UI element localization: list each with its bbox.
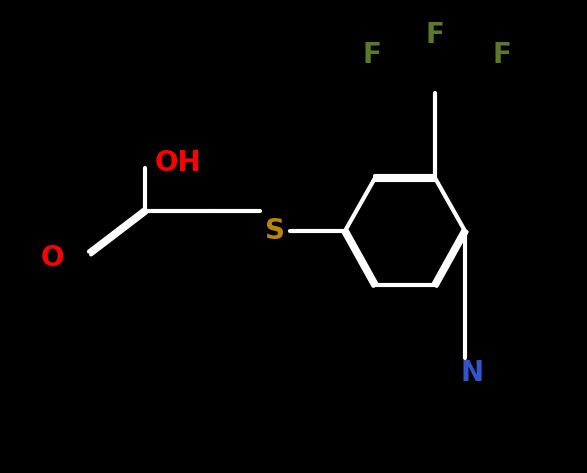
Text: F: F <box>363 41 382 69</box>
Text: S: S <box>265 217 285 245</box>
Text: F: F <box>492 41 511 69</box>
Text: F: F <box>426 21 444 49</box>
Text: OH: OH <box>155 149 201 177</box>
Text: O: O <box>41 244 64 272</box>
Text: N: N <box>460 359 484 387</box>
